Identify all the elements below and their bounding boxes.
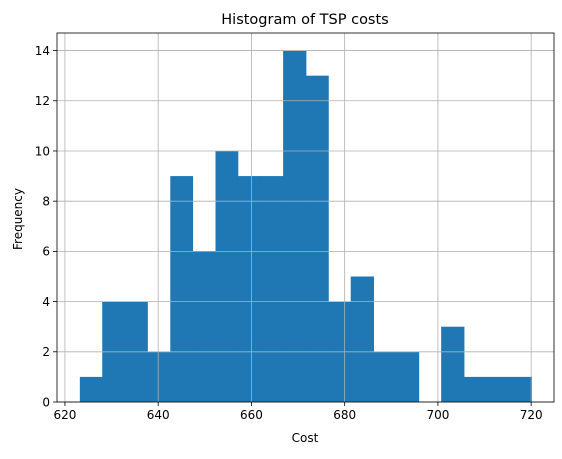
x-tick-label: 640 [147,408,170,422]
y-tick-label: 12 [35,94,50,108]
histogram-bar [486,377,509,402]
x-axis-label: Cost [292,431,319,445]
bars-layer [80,51,532,402]
y-tick-label: 14 [35,44,50,58]
y-axis-label: Frequency [11,188,25,250]
histogram-bar [283,51,306,402]
histogram-bar [216,151,239,402]
histogram-bar [441,327,464,402]
y-tick-label: 4 [42,295,50,309]
histogram-bar [147,352,170,402]
histogram-bar [374,352,397,402]
histogram-bar [396,352,419,402]
histogram-bar [80,377,103,402]
histogram-bar [351,276,374,402]
histogram-bar [464,377,487,402]
y-tick-label: 8 [42,194,50,208]
x-tick-label: 720 [520,408,543,422]
histogram-bar [261,176,284,402]
x-tick-label: 660 [240,408,263,422]
histogram-bar [193,251,216,402]
chart-title: Histogram of TSP costs [221,12,388,28]
histogram-bar [170,176,193,402]
y-tick-label: 2 [42,345,50,359]
x-tick-label: 680 [333,408,356,422]
histogram-bar [238,176,261,402]
y-tick-label: 6 [42,245,50,259]
y-tick-label: 0 [42,395,50,409]
histogram-bar [509,377,532,402]
histogram-bar [306,76,329,402]
x-tick-label: 620 [53,408,76,422]
x-tick-label: 700 [426,408,449,422]
y-tick-label: 10 [35,144,50,158]
